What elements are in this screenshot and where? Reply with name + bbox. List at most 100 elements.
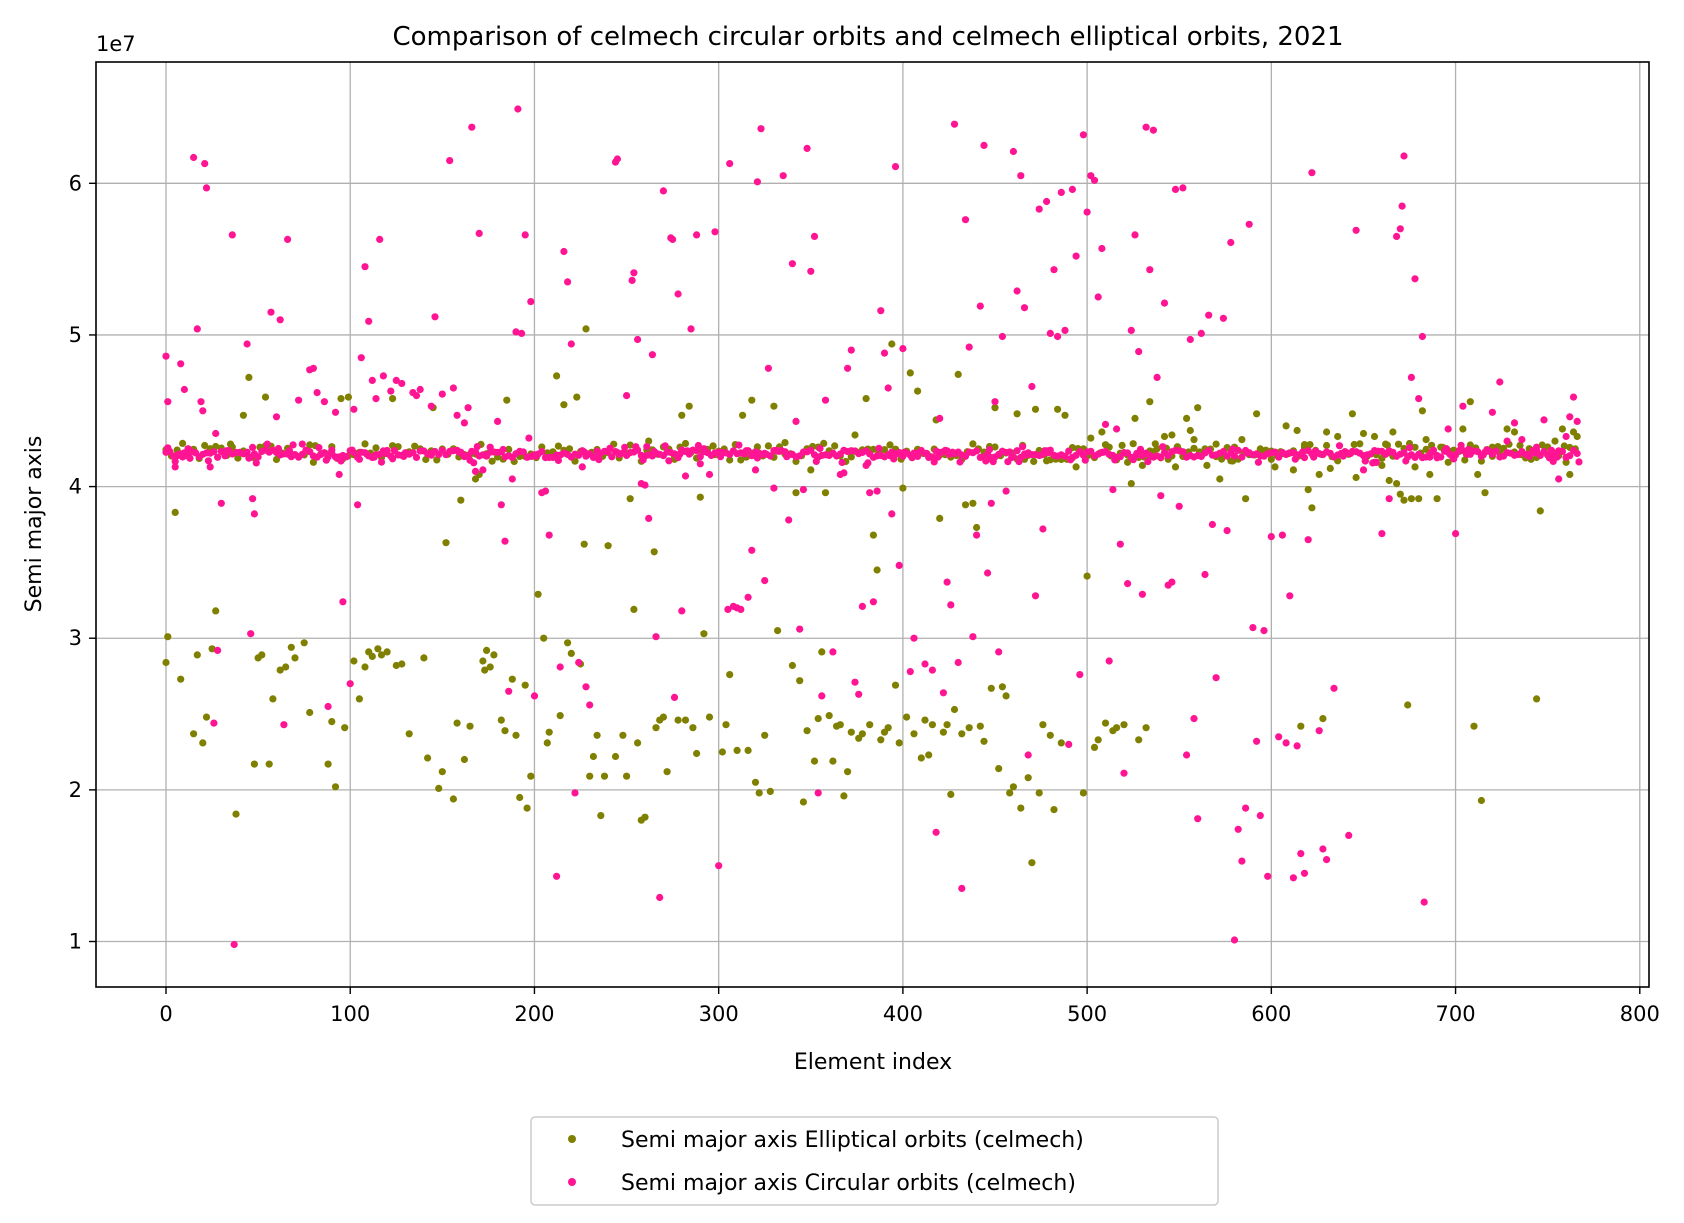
scatter-point-circular [1300,454,1309,462]
scatter-point-circular [1245,220,1253,228]
scatter-point-circular [541,487,550,495]
scatter-point-elliptical [355,695,363,703]
scatter-point-circular [1234,446,1242,454]
scatter-point-circular [449,384,457,392]
scatter-point-elliptical [234,454,242,462]
scatter-point-circular [1138,590,1146,598]
scatter-point-circular [700,445,708,453]
x-axis-label: Element index [794,1050,952,1075]
scatter-point-elliptical [258,651,266,659]
scatter-point-elliptical [331,783,340,791]
scatter-point-circular [508,475,516,483]
scatter-point-circular [571,789,579,797]
scatter-point-circular [595,456,603,464]
scatter-point-elliptical [453,719,461,727]
scatter-point-circular [1238,453,1246,461]
scatter-point-elliptical [226,440,235,448]
scatter-point-elliptical [737,456,745,464]
x-tick-label: 600 [1251,1002,1291,1026]
scatter-point-circular [392,376,400,384]
scatter-point-elliptical [829,757,837,765]
scatter-point-circular [1299,448,1307,456]
y-tick-label: 1 [69,930,82,954]
scatter-point-circular [1293,742,1301,750]
scatter-point-circular [1179,448,1187,456]
scatter-point-elliptical [483,646,491,655]
scatter-point-elliptical [1271,463,1279,471]
scatter-point-circular [779,172,787,180]
scatter-point-circular [1057,188,1065,196]
scatter-point-elliptical [969,499,977,507]
scatter-point-elliptical [1190,444,1198,452]
scatter-point-circular [991,398,999,406]
scatter-point-circular [254,453,262,461]
scatter-point-circular [678,607,686,615]
scatter-point-circular [315,444,323,452]
scatter-point-elliptical [361,440,369,448]
scatter-point-circular [554,456,563,465]
scatter-point-circular [1385,495,1393,503]
scatter-point-circular [210,448,218,456]
legend-label-circular: Semi major axis Circular orbits (celmech… [621,1171,1076,1196]
scatter-point-circular [969,633,977,641]
scatter-point-circular [748,546,756,554]
scatter-point-circular [249,443,257,451]
scatter-point-elliptical [877,736,885,744]
scatter-point-circular [1002,487,1010,495]
scatter-point-elliptical [276,666,284,674]
scatter-point-elliptical [1533,695,1541,703]
scatter-point-elliptical [862,395,870,403]
scatter-point-circular [1171,185,1180,193]
scatter-point-circular [538,448,546,456]
scatter-point-circular [412,453,421,461]
scatter-point-circular [744,447,752,455]
scatter-point-circular [1229,445,1237,453]
scatter-point-elliptical [481,666,489,674]
scatter-point-circular [1131,231,1139,239]
y-tick-label: 2 [69,778,82,802]
scatter-point-elliptical [825,712,833,720]
scatter-point-elliptical [1101,719,1110,727]
scatter-point-elliptical [497,716,505,724]
scatter-point-circular [1230,452,1239,460]
scatter-point-elliptical [177,675,185,683]
legend-label-elliptical: Semi major axis Elliptical orbits (celme… [621,1128,1084,1153]
scatter-point-circular [788,260,797,268]
scatter-point-circular [753,178,762,186]
x-tick-label: 100 [330,1002,370,1026]
scatter-point-elliptical [389,395,397,403]
scatter-point-elliptical [179,439,187,447]
scatter-point-elliptical [1538,441,1546,449]
scatter-point-elliptical [1127,480,1135,488]
scatter-point-elliptical [1267,455,1275,463]
scatter-point-circular [214,646,222,655]
scatter-point-elliptical [1422,445,1430,453]
scatter-point-elliptical [1558,425,1566,433]
scatter-point-elliptical [505,445,513,453]
scatter-point-elliptical [250,760,258,768]
y-tick-label: 6 [69,171,82,195]
scatter-point-elliptical [501,727,509,735]
scatter-point-elliptical [858,730,867,738]
scatter-point-elliptical [190,730,198,738]
scatter-point-elliptical [1017,804,1025,812]
scatter-point-circular [693,231,701,239]
scatter-point-circular [1105,657,1113,665]
scatter-point-circular [757,125,765,133]
scatter-point-elliptical [744,746,752,755]
y-tick-label: 3 [69,626,82,650]
scatter-point-elliptical [1282,422,1290,430]
scatter-point-elliptical [755,789,763,797]
scatter-point-circular [1013,447,1021,455]
scatter-point-elliptical [1356,440,1364,448]
scatter-point-circular [1061,326,1069,334]
scatter-point-circular [1533,443,1541,451]
scatter-point-circular [1575,458,1583,466]
scatter-point-circular [475,229,483,237]
scatter-point-elliptical [1459,425,1467,433]
scatter-point-elliptical [1444,458,1452,466]
scatter-point-elliptical [1393,480,1401,488]
scatter-point-circular [829,648,837,656]
scatter-point-elliptical [803,727,811,735]
